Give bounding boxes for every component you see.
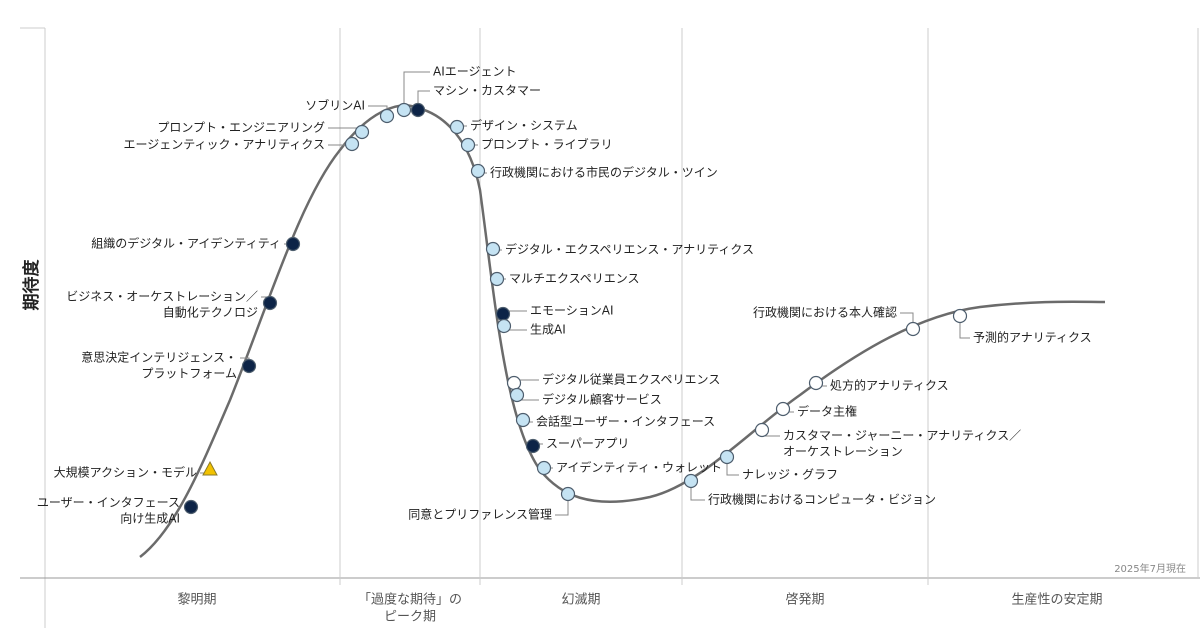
- node-label: ユーザー・インタフェース: [37, 496, 180, 510]
- node-marker: [470, 163, 486, 179]
- node-marker: [495, 306, 511, 322]
- node-marker: [775, 401, 791, 417]
- node-label: ナレッジ・グラフ: [742, 468, 838, 482]
- node-marker: [241, 358, 257, 374]
- phase-label: 「過度な期待」の: [358, 592, 462, 608]
- node-label: 生成AI: [530, 323, 566, 337]
- node-marker: [460, 137, 476, 153]
- node-label: マルチエクスペリエンス: [509, 272, 640, 286]
- node-marker: [489, 271, 505, 287]
- node-label: 大規模アクション・モデル: [54, 465, 197, 480]
- node-marker: [354, 124, 370, 140]
- node-marker: [515, 412, 531, 428]
- node-marker: [285, 236, 301, 252]
- y-axis-label: 期待度: [21, 259, 42, 311]
- node-marker: [808, 375, 824, 391]
- node-label: エージェンティック・アナリティクス: [124, 138, 325, 152]
- node-marker: [719, 449, 735, 465]
- node-marker: [952, 308, 968, 324]
- node-label: 行政機関における市民のデジタル・ツイン: [490, 165, 718, 180]
- node-label: プロンプト・ライブラリ: [481, 137, 613, 152]
- node-marker: [262, 295, 278, 311]
- phase-label: 啓発期: [785, 593, 824, 608]
- node-marker: [536, 460, 552, 476]
- phase-label: 生産性の安定期: [1011, 592, 1102, 608]
- date-note: 2025年7月現在: [1114, 562, 1186, 575]
- node-label: 同意とプリファレンス管理: [408, 507, 552, 522]
- node-label: アイデンティティ・ウォレット: [556, 460, 722, 475]
- node-marker: [683, 473, 699, 489]
- node-marker: [496, 318, 512, 334]
- node-label: データ主権: [797, 404, 857, 419]
- node-marker: [509, 387, 525, 403]
- node-marker: [560, 486, 576, 502]
- node-label: プロンプト・エンジニアリング: [157, 121, 325, 135]
- node-label: エモーションAI: [530, 304, 614, 318]
- node-label: スーパーアプリ: [546, 437, 629, 451]
- node-label: デジタル従業員エクスペリエンス: [542, 372, 720, 387]
- node-marker: [506, 375, 522, 391]
- leader-line: [403, 71, 430, 110]
- node-label: デジタル顧客サービス: [542, 392, 662, 407]
- node-label: マシン・カスタマー: [433, 84, 541, 98]
- leader-line: [959, 316, 970, 339]
- node-marker: [754, 422, 770, 438]
- node-label: 組織のデジタル・アイデンティティ: [91, 236, 281, 251]
- node-label: 処方的アナリティクス: [830, 378, 949, 393]
- node-label: 行政機関におけるコンピュータ・ビジョン: [708, 492, 936, 507]
- node-label: ビジネス・オーケストレーション／: [66, 290, 258, 304]
- node-label: 予測的アナリティクス: [973, 330, 1092, 345]
- node-label: プラットフォーム: [141, 367, 237, 381]
- node-marker: [183, 499, 199, 515]
- hype-curve: [139, 104, 1106, 558]
- node-marker: [485, 241, 501, 257]
- node-marker: [379, 108, 395, 124]
- node-marker: [396, 102, 412, 118]
- phase-label: ピーク期: [384, 610, 436, 625]
- node-label: デザイン・システム: [470, 118, 578, 133]
- node-label: ソブリンAI: [305, 98, 365, 113]
- node-label: 会話型ユーザー・インタフェース: [536, 414, 715, 429]
- phase-label: 黎明期: [177, 593, 216, 608]
- node-label: 向け生成AI: [120, 511, 180, 526]
- node-marker: [449, 119, 465, 135]
- node-marker: [905, 321, 921, 337]
- phase-label: 幻滅期: [561, 593, 600, 608]
- node-label: 意思決定インテリジェンス・: [81, 350, 237, 365]
- node-marker: [525, 438, 541, 454]
- node-label: カスタマー・ジャーニー・アナリティクス／: [783, 429, 1021, 443]
- node-label: デジタル・エクスペリエンス・アナリティクス: [505, 242, 754, 257]
- node-marker: [344, 136, 360, 152]
- node-label: AIエージェント: [433, 65, 517, 79]
- node-marker: [202, 460, 218, 476]
- node-label: 自動化テクノロジ: [163, 306, 258, 320]
- node-label: オーケストレーション: [783, 445, 903, 459]
- node-marker: [410, 102, 426, 118]
- node-label: 行政機関における本人確認: [753, 305, 897, 320]
